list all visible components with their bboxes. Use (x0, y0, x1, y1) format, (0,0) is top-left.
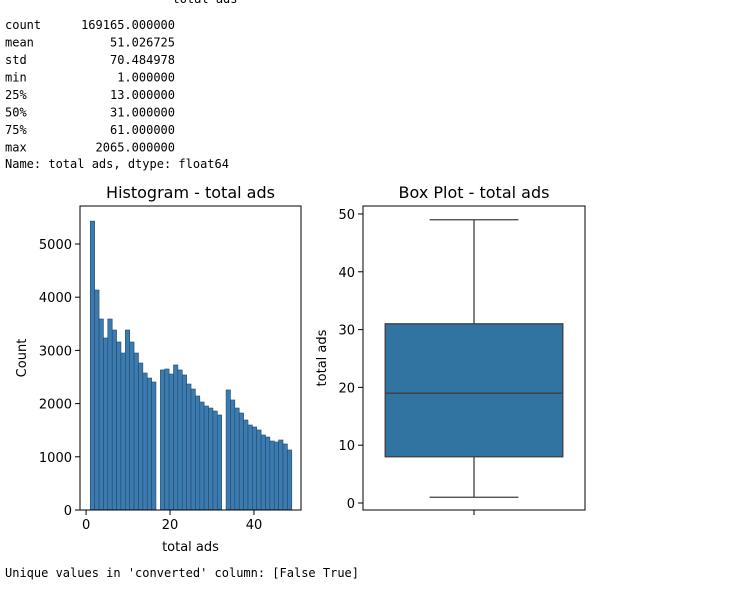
bar (199, 401, 205, 511)
bar (151, 381, 157, 511)
cut-header: total ads (172, 0, 237, 6)
x-axis-label: total ads (162, 540, 219, 555)
y-tick-label: 10 (338, 439, 355, 454)
bar (212, 410, 218, 511)
stat-key: 25% (5, 88, 27, 102)
y-tick-label: 4000 (39, 291, 72, 306)
bar (208, 407, 214, 511)
bar (252, 426, 258, 511)
bar (265, 436, 271, 511)
chart-title: Box Plot - total ads (399, 183, 550, 202)
bar (177, 369, 183, 511)
chart-title: Histogram - total ads (106, 183, 275, 202)
bar (164, 368, 170, 511)
bar (89, 220, 95, 511)
bar (203, 405, 209, 511)
describe-output: count 169165.000000 mean 51.026725 std 70.484… (5, 18, 175, 155)
bar (278, 439, 284, 511)
bar (98, 318, 104, 511)
bar (142, 372, 148, 511)
bar (125, 329, 130, 511)
bar (260, 434, 266, 511)
bar (269, 440, 275, 511)
bar (190, 388, 196, 511)
bar (181, 374, 187, 511)
bar (243, 419, 249, 511)
axes-frame (79, 205, 302, 511)
bar (103, 337, 109, 511)
bar (120, 352, 126, 511)
bar (146, 377, 152, 511)
bar (94, 289, 100, 511)
y-tick-label: 2000 (39, 398, 72, 413)
y-tick-label: 1000 (39, 451, 72, 466)
bar (217, 414, 222, 511)
stat-key: mean (5, 36, 34, 50)
bar (234, 407, 240, 511)
bar (247, 424, 253, 511)
bar (116, 341, 122, 511)
stat-key: max (5, 141, 27, 155)
y-tick-label: 3000 (39, 344, 72, 359)
stat-key: 75% (5, 123, 27, 137)
stat-value: 169165.000000 (81, 18, 175, 32)
bar (168, 373, 174, 511)
x-tick-label: 0 (82, 518, 90, 533)
y-axis-label: total ads (315, 329, 330, 386)
bar (111, 329, 117, 511)
bar (129, 341, 135, 511)
bar (195, 395, 201, 511)
stat-value: 61.000000 (110, 123, 175, 137)
y-tick-label: 40 (338, 266, 355, 281)
stat-value: 51.026725 (110, 36, 175, 50)
footer-line: Unique values in 'converted' column: [Fa… (5, 566, 359, 580)
bar (273, 441, 279, 511)
bar (186, 383, 192, 511)
y-tick-label: 0 (64, 504, 72, 519)
bar (173, 364, 179, 511)
bar (238, 412, 244, 511)
x-tick-label: 40 (246, 518, 263, 533)
stat-value: 2065.000000 (96, 141, 175, 155)
bar (138, 362, 144, 511)
box (384, 323, 564, 458)
stat-value: 13.000000 (110, 88, 175, 102)
y-axis-label: Count (15, 339, 30, 378)
bar (107, 318, 113, 511)
stat-key: min (5, 71, 27, 85)
stat-key: std (5, 53, 27, 67)
y-tick-label: 30 (338, 324, 355, 339)
bar (160, 369, 166, 511)
name-line: Name: total ads, dtype: float64 (5, 157, 229, 171)
bar (230, 399, 236, 511)
stat-key: 50% (5, 106, 27, 120)
x-tick-label: 20 (162, 518, 179, 533)
axes-frame (362, 205, 586, 511)
y-tick-label: 5000 (39, 238, 72, 253)
bar (287, 449, 293, 511)
bar (256, 429, 262, 511)
stat-value: 70.484978 (110, 53, 175, 67)
bar (282, 443, 288, 511)
stat-value: 31.000000 (110, 106, 175, 120)
bar (133, 352, 139, 511)
y-tick-label: 20 (338, 381, 355, 396)
y-tick-label: 50 (338, 208, 355, 223)
stat-value: 1.000000 (117, 71, 175, 85)
stat-key: count (5, 18, 41, 32)
bar (225, 389, 231, 511)
y-tick-label: 0 (347, 497, 355, 512)
